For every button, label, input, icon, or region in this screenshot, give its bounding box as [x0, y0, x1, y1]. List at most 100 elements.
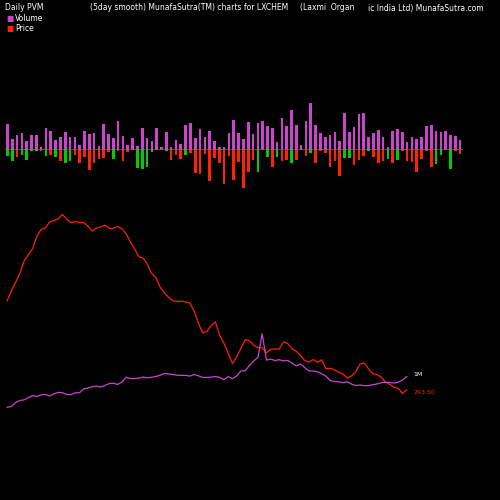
Bar	[198, 130, 202, 149]
Bar	[6, 149, 8, 156]
Bar	[59, 136, 62, 149]
Text: (5day smooth) MunafaSutra(TM) charts for LXCHEM: (5day smooth) MunafaSutra(TM) charts for…	[90, 4, 288, 13]
Bar	[112, 149, 114, 160]
Bar	[59, 149, 62, 161]
Bar	[410, 149, 414, 162]
Bar	[256, 149, 259, 172]
Bar	[362, 113, 365, 149]
Bar	[314, 149, 317, 162]
Bar	[16, 149, 18, 158]
Bar	[194, 138, 196, 149]
Bar	[64, 132, 66, 149]
Bar	[44, 149, 48, 156]
Bar	[454, 136, 456, 149]
Bar	[93, 149, 96, 164]
Bar	[122, 136, 124, 149]
Bar	[348, 132, 350, 149]
Bar	[252, 134, 254, 149]
Bar	[454, 149, 456, 151]
Bar	[78, 149, 81, 162]
Bar	[30, 149, 33, 152]
Bar	[126, 149, 129, 152]
Bar	[237, 149, 240, 162]
Bar	[280, 149, 283, 161]
Text: ■: ■	[6, 24, 13, 33]
Bar	[132, 149, 134, 150]
Bar	[459, 149, 462, 154]
Bar	[174, 140, 178, 149]
Bar	[107, 134, 110, 149]
Bar	[180, 149, 182, 158]
Bar	[35, 149, 37, 151]
Bar	[377, 130, 380, 149]
Bar	[165, 132, 168, 149]
Bar	[358, 149, 360, 160]
Bar	[194, 149, 196, 173]
Bar	[406, 142, 408, 149]
Bar	[256, 124, 259, 149]
Bar	[102, 149, 105, 158]
Bar	[54, 140, 57, 149]
Bar	[334, 149, 336, 161]
Bar	[132, 138, 134, 149]
Bar	[88, 149, 90, 170]
Bar	[286, 126, 288, 149]
Bar	[223, 148, 226, 149]
Bar	[74, 149, 76, 154]
Bar	[295, 149, 298, 160]
Bar	[204, 136, 206, 149]
Bar	[295, 125, 298, 149]
Bar	[213, 140, 216, 149]
Bar	[40, 148, 42, 149]
Bar	[396, 149, 399, 160]
Bar	[170, 148, 172, 149]
Bar	[368, 149, 370, 151]
Bar	[189, 149, 192, 153]
Bar	[300, 146, 302, 149]
Bar	[141, 128, 144, 149]
Bar	[74, 137, 76, 149]
Bar	[150, 149, 153, 152]
Bar	[440, 149, 442, 154]
Bar	[276, 142, 278, 149]
Bar	[319, 132, 322, 149]
Bar	[262, 122, 264, 149]
Bar	[338, 149, 341, 176]
Bar	[204, 149, 206, 154]
Bar	[126, 146, 129, 149]
Bar	[310, 71, 312, 149]
Bar	[434, 130, 438, 149]
Bar	[232, 120, 235, 149]
Text: 1M: 1M	[413, 372, 422, 376]
Bar	[396, 129, 399, 149]
Bar	[174, 149, 178, 155]
Bar	[78, 146, 81, 149]
Bar	[30, 136, 33, 149]
Bar	[416, 149, 418, 172]
Bar	[184, 125, 187, 149]
Bar	[146, 149, 148, 168]
Bar	[434, 149, 438, 164]
Bar	[228, 132, 230, 149]
Bar	[184, 149, 187, 155]
Bar	[276, 149, 278, 157]
Bar	[310, 149, 312, 154]
Bar	[237, 134, 240, 149]
Bar	[386, 148, 389, 149]
Bar	[88, 134, 90, 149]
Bar	[50, 149, 52, 155]
Bar	[54, 149, 57, 157]
Bar	[372, 149, 374, 157]
Bar	[208, 132, 211, 149]
Bar	[20, 132, 23, 149]
Bar	[98, 149, 100, 158]
Bar	[430, 149, 432, 166]
Bar	[40, 149, 42, 151]
Bar	[338, 141, 341, 149]
Bar	[170, 149, 172, 160]
Bar	[228, 149, 230, 156]
Bar	[382, 149, 384, 161]
Bar	[324, 149, 326, 153]
Bar	[368, 137, 370, 149]
Bar	[16, 135, 18, 149]
